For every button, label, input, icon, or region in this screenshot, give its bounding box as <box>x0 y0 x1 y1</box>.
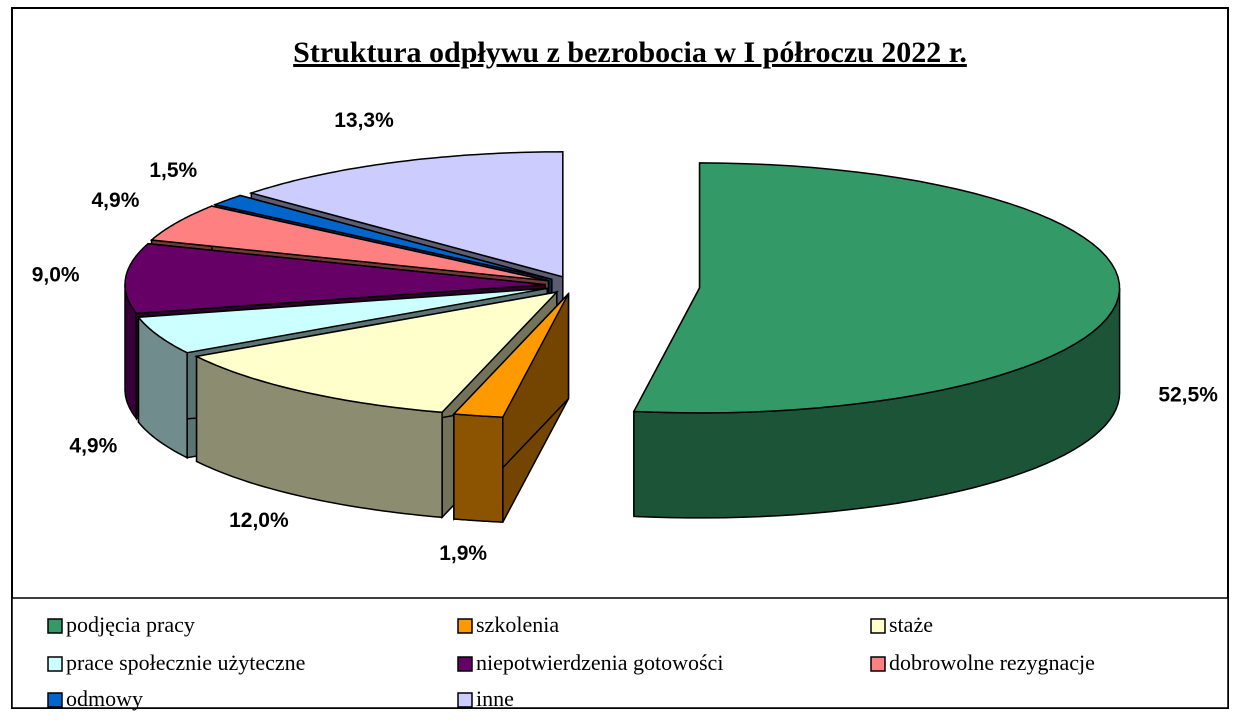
legend-label: prace społecznie użyteczne <box>66 650 305 675</box>
data-label: 12,0% <box>229 509 289 532</box>
data-label: 1,5% <box>149 159 197 182</box>
slice <box>149 205 549 282</box>
legend-swatch <box>47 618 63 634</box>
data-label: 1,9% <box>439 542 487 565</box>
legend-swatch <box>47 656 63 672</box>
slice <box>136 287 548 354</box>
slice <box>194 290 559 414</box>
legend-swatch <box>457 618 473 634</box>
data-label: 9,0% <box>32 264 80 287</box>
legend-label: niepotwierdzenia gotowości <box>476 650 723 675</box>
slice <box>248 151 564 278</box>
data-label: 4,9% <box>92 189 140 212</box>
legend-swatch <box>870 618 886 634</box>
legend-swatch <box>457 656 473 672</box>
legend-swatch <box>457 692 473 708</box>
legend-label: szkolenia <box>476 612 559 637</box>
legend-box <box>11 597 1229 709</box>
legend-swatch <box>47 692 63 708</box>
slice <box>212 194 552 281</box>
legend-label: dobrowolne rezygnacje <box>889 650 1095 675</box>
slice <box>124 242 546 315</box>
legend-swatch <box>870 656 886 672</box>
slice-wall <box>453 413 504 524</box>
legend-label: staże <box>889 612 933 637</box>
pie: 52,5% 1,9% 12,0% 4,9% 9,0% 4,9% 1,5% 13,3% <box>32 109 1218 565</box>
slice <box>452 293 570 419</box>
legend: podjęcia pracy szkolenia staże prace społec… <box>47 612 1095 711</box>
data-label: 13,3% <box>334 109 394 132</box>
data-label: 52,5% <box>1158 383 1218 406</box>
chart-title: Struktura odpływu z bezrobocia w I półro… <box>293 36 967 69</box>
slice <box>632 162 1121 414</box>
legend-label: odmowy <box>66 686 143 711</box>
data-label: 4,9% <box>69 434 117 457</box>
legend-label: podjęcia pracy <box>66 612 195 637</box>
legend-label: inne <box>476 686 514 711</box>
